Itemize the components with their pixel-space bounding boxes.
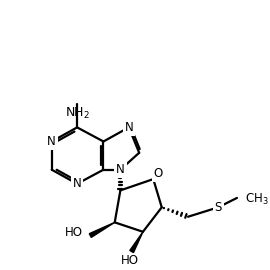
Text: S: S xyxy=(214,201,222,214)
Text: NH$_2$: NH$_2$ xyxy=(65,106,90,121)
Polygon shape xyxy=(130,232,143,252)
Text: N: N xyxy=(124,121,133,134)
Text: N: N xyxy=(116,163,125,176)
Text: HO: HO xyxy=(121,254,139,267)
Text: HO: HO xyxy=(65,226,83,239)
Text: CH$_3$: CH$_3$ xyxy=(245,192,269,207)
Text: N: N xyxy=(47,135,56,148)
Text: N: N xyxy=(73,177,82,190)
Text: O: O xyxy=(153,167,163,180)
Polygon shape xyxy=(89,222,115,237)
